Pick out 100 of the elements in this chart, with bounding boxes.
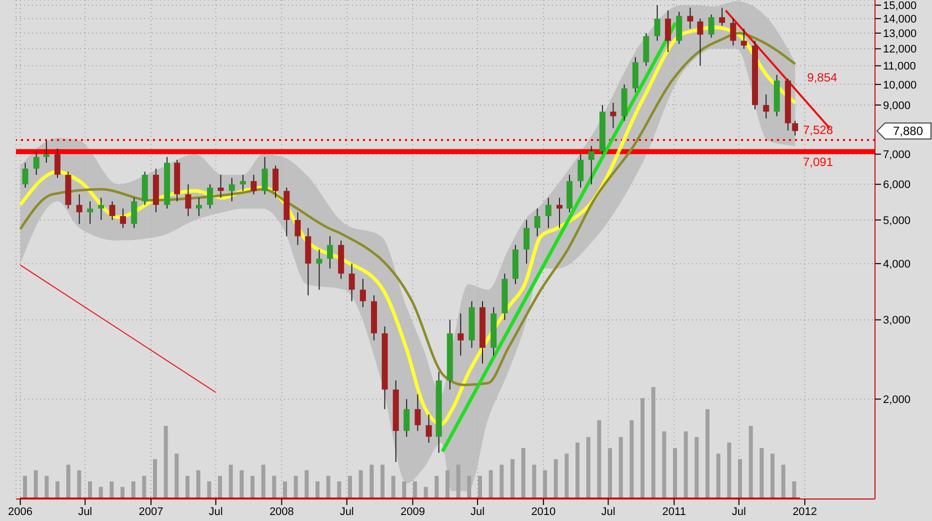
bar [727, 442, 732, 498]
bar [110, 481, 114, 498]
bar [576, 442, 580, 498]
bar [586, 436, 590, 498]
candlestick [76, 194, 82, 224]
x-tick-label: Jul [208, 506, 223, 518]
bar [456, 464, 460, 498]
y-tick-label: 2,000 [883, 394, 911, 406]
candlestick [207, 184, 214, 210]
bar [186, 476, 190, 498]
bar [56, 481, 60, 498]
bar [380, 464, 384, 498]
ref-line-label: 7,091 [802, 155, 834, 170]
bar [240, 470, 244, 498]
bar [738, 459, 742, 498]
candlestick [740, 28, 747, 50]
candlestick [120, 208, 126, 228]
bar [781, 464, 786, 498]
y-tick-label: 9,000 [883, 100, 911, 112]
candlestick [404, 398, 410, 438]
candlestick [109, 200, 116, 220]
bar [694, 436, 699, 498]
y-tick-label: 10,000 [883, 79, 917, 92]
candlestick [316, 248, 322, 290]
y-tick-label: 12,000 [883, 44, 917, 56]
x-tick-label: Jul [340, 506, 354, 518]
candlestick [272, 165, 279, 198]
candlestick [131, 197, 138, 228]
bar [34, 470, 38, 498]
bar [326, 476, 330, 498]
y-tick-label: 15,000 [883, 0, 917, 12]
bar [316, 481, 320, 498]
bar [706, 409, 710, 498]
bar [446, 470, 450, 498]
bar [532, 464, 536, 498]
candlestick [360, 278, 366, 308]
bar [294, 476, 298, 498]
candlestick [348, 263, 355, 302]
bar [370, 464, 374, 498]
x-tick-label: 2008 [269, 506, 294, 518]
x-tick-label: Jul [78, 506, 92, 518]
candlestick [326, 236, 333, 270]
x-tick-label: 2010 [531, 506, 556, 518]
candlestick [43, 140, 50, 164]
candlestick [534, 208, 540, 237]
y-tick-label: 5,000 [883, 214, 911, 227]
annotation: 9,854 [807, 70, 838, 84]
bar [792, 481, 796, 498]
bar [44, 476, 49, 498]
bar [304, 470, 309, 498]
bar [673, 448, 677, 498]
bar [760, 448, 764, 498]
bar [164, 426, 168, 498]
ref-line-label: 7,528 [802, 122, 834, 137]
x-tick-label: 2009 [400, 506, 425, 518]
bar [630, 420, 634, 498]
x-tick-label: 2006 [8, 506, 33, 518]
candlestick [22, 162, 28, 188]
candlestick [54, 148, 60, 178]
candlestick [578, 154, 584, 188]
bar [684, 431, 688, 498]
y-tick-label: 6,000 [883, 179, 911, 192]
bar [662, 431, 666, 498]
candlestick [687, 7, 694, 30]
candlestick [708, 14, 714, 38]
bar [131, 481, 136, 498]
bar [500, 464, 504, 498]
candlestick [426, 414, 432, 444]
candlestick [730, 18, 736, 46]
candlestick [556, 197, 562, 228]
bar [66, 464, 70, 498]
candlestick [87, 200, 94, 224]
bar [261, 464, 266, 498]
candlestick [719, 7, 726, 26]
bar [358, 470, 363, 498]
price-tag: 7,880 [876, 122, 932, 140]
candlestick [458, 312, 464, 356]
bar [174, 454, 179, 498]
x-tick-label: 2012 [792, 506, 818, 518]
bar [228, 464, 233, 498]
candlestick [763, 94, 770, 120]
bar [510, 459, 514, 498]
candlestick [414, 394, 421, 432]
candlestick [98, 197, 104, 220]
bar [564, 454, 569, 498]
x-tick-label: Jul [601, 506, 616, 518]
bar [207, 481, 212, 498]
bar [120, 486, 124, 498]
bar [434, 476, 439, 498]
bar [424, 486, 428, 498]
y-tick-label: 13,000 [883, 28, 917, 40]
candlestick [610, 102, 616, 129]
x-tick-label: Jul [470, 506, 485, 518]
bar [770, 454, 774, 498]
bar [597, 420, 602, 498]
y-tick-label: 11,000 [883, 60, 916, 73]
candlestick [792, 120, 798, 136]
candlestick [664, 10, 671, 53]
candlestick [228, 177, 235, 202]
y-tick-label: 7,000 [883, 149, 911, 162]
